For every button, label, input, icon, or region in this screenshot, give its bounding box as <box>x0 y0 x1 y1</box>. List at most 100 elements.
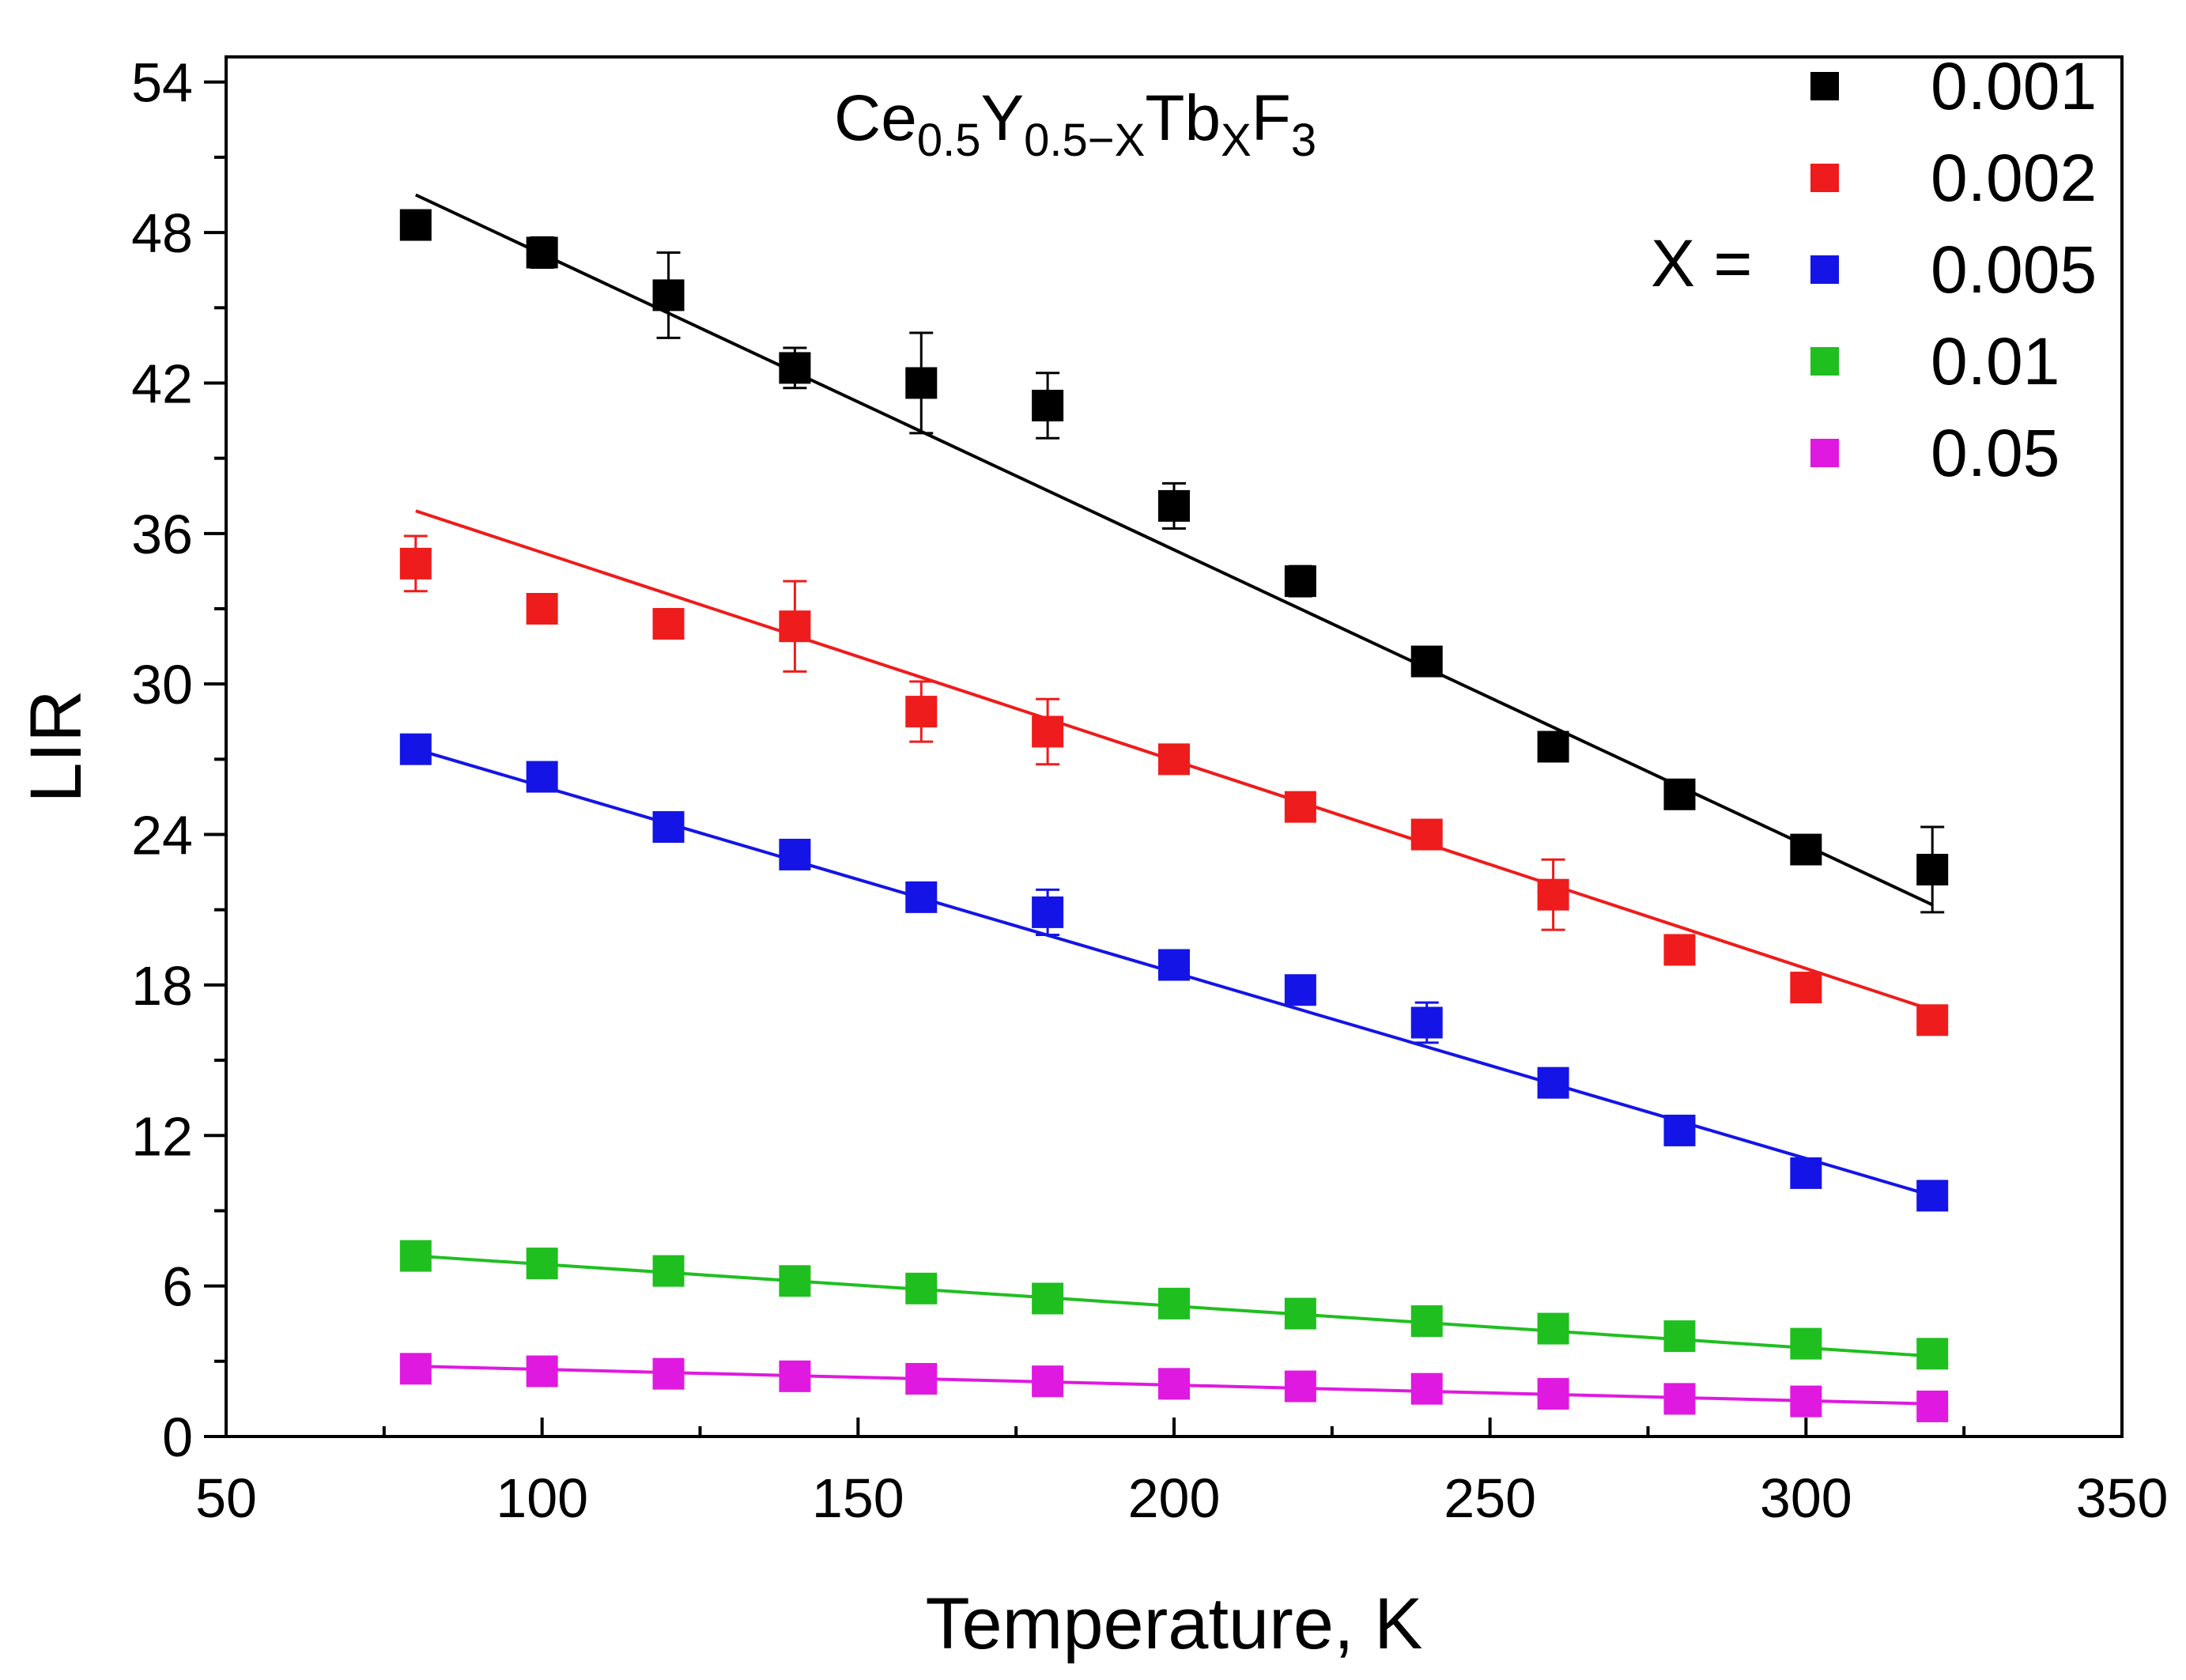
legend-label: 0.01 <box>1931 324 2060 398</box>
data-point <box>1032 1365 1064 1398</box>
legend-marker <box>1810 347 1839 376</box>
data-point <box>1916 1338 1949 1370</box>
series-0.001 <box>399 193 1949 914</box>
data-point <box>779 352 811 384</box>
data-point <box>1410 1372 1443 1405</box>
legend-marker <box>1810 255 1839 284</box>
axis-ticks: 50 100 150 200 250 300 350 0 6 12 18 24 30 36 42 48 54 <box>131 52 2168 1529</box>
data-point <box>1284 1297 1316 1330</box>
data-point <box>1537 731 1569 763</box>
data-point <box>1537 1067 1569 1099</box>
data-point <box>1158 743 1190 776</box>
series-0.002 <box>399 509 1949 1036</box>
data-point <box>1790 1327 1822 1360</box>
y-tick-label: 48 <box>131 202 193 264</box>
data-point <box>1410 818 1443 851</box>
legend: 0.001 0.002 0.005 0.01 0.05 <box>1810 49 2097 490</box>
data-point <box>1284 974 1316 1006</box>
data-point <box>1158 1287 1190 1319</box>
plot-area <box>399 193 1949 1422</box>
x-tick-label: 150 <box>812 1467 904 1529</box>
data-point <box>1410 1305 1443 1338</box>
title-ce-sub: 0.5 <box>917 115 981 166</box>
data-point <box>1916 1004 1949 1036</box>
data-point <box>1284 1370 1316 1403</box>
legend-marker <box>1810 72 1839 100</box>
series-0.005 <box>399 733 1949 1212</box>
data-point <box>526 593 558 625</box>
chart-title: Ce0.5Y0.5−XTbXF3 <box>834 82 1316 166</box>
data-point <box>1032 1282 1064 1315</box>
data-point <box>905 696 938 728</box>
y-tick-label: 18 <box>131 955 193 1017</box>
legend-label: 0.001 <box>1931 49 2097 123</box>
title-f: F <box>1252 82 1291 154</box>
data-point <box>905 367 938 399</box>
legend-marker <box>1810 164 1839 192</box>
data-point <box>905 1363 938 1395</box>
data-point <box>1158 489 1190 522</box>
title-tb-sub: X <box>1221 115 1252 166</box>
x-axis-label: Temperature, K <box>926 1584 1423 1664</box>
data-point <box>1410 645 1443 678</box>
x-tick-label: 200 <box>1128 1467 1221 1529</box>
x-tick-label: 350 <box>2076 1467 2169 1529</box>
data-point <box>1284 791 1316 823</box>
data-point <box>652 1255 685 1287</box>
data-point <box>1284 565 1316 598</box>
legend-marker <box>1810 439 1839 467</box>
y-tick-label: 42 <box>131 353 193 414</box>
series-0.01 <box>399 1240 1949 1370</box>
data-point <box>1790 972 1822 1004</box>
y-tick-label: 24 <box>131 805 193 866</box>
data-point <box>1158 1368 1190 1400</box>
title-tb: Tb <box>1145 82 1221 154</box>
data-point <box>1790 833 1822 866</box>
data-point <box>1537 1378 1569 1410</box>
data-point <box>1790 1385 1822 1418</box>
data-point <box>905 1272 938 1304</box>
data-point <box>399 1240 432 1272</box>
data-point <box>1916 1390 1949 1422</box>
data-point <box>526 761 558 793</box>
data-point <box>1916 1180 1949 1212</box>
data-point <box>779 838 811 870</box>
x-tick-label: 300 <box>1760 1467 1852 1529</box>
data-point <box>1410 1006 1443 1039</box>
title-f-sub: 3 <box>1291 115 1316 166</box>
title-y-sub: 0.5−X <box>1024 115 1145 166</box>
data-point <box>1663 1320 1696 1353</box>
data-point <box>1158 949 1190 981</box>
legend-label: 0.002 <box>1931 141 2097 215</box>
data-point <box>1537 1312 1569 1345</box>
y-tick-label: 30 <box>131 654 193 715</box>
data-point <box>399 1353 432 1385</box>
data-point <box>1032 715 1064 748</box>
title-ce: Ce <box>834 82 917 154</box>
y-tick-label: 6 <box>162 1256 193 1318</box>
data-point <box>905 881 938 913</box>
data-point <box>399 733 432 765</box>
x-tick-label: 100 <box>496 1467 588 1529</box>
y-tick-label: 0 <box>162 1406 193 1468</box>
data-point <box>399 209 432 241</box>
y-axis-label: LIR <box>16 689 96 802</box>
data-point <box>1537 878 1569 911</box>
data-point <box>652 608 685 640</box>
data-point <box>1790 1157 1822 1189</box>
data-point <box>1032 390 1064 422</box>
data-point <box>1916 853 1949 885</box>
series-0.05 <box>399 1353 1949 1422</box>
data-point <box>652 1357 685 1390</box>
data-point <box>779 610 811 643</box>
title-y: Y <box>980 82 1024 154</box>
data-point <box>1663 1383 1696 1415</box>
data-point <box>652 811 685 844</box>
y-tick-label: 54 <box>131 52 193 114</box>
x-tick-label: 250 <box>1444 1467 1536 1529</box>
data-point <box>1663 778 1696 810</box>
x-tick-label: 50 <box>195 1467 257 1529</box>
y-tick-label: 36 <box>131 504 193 565</box>
